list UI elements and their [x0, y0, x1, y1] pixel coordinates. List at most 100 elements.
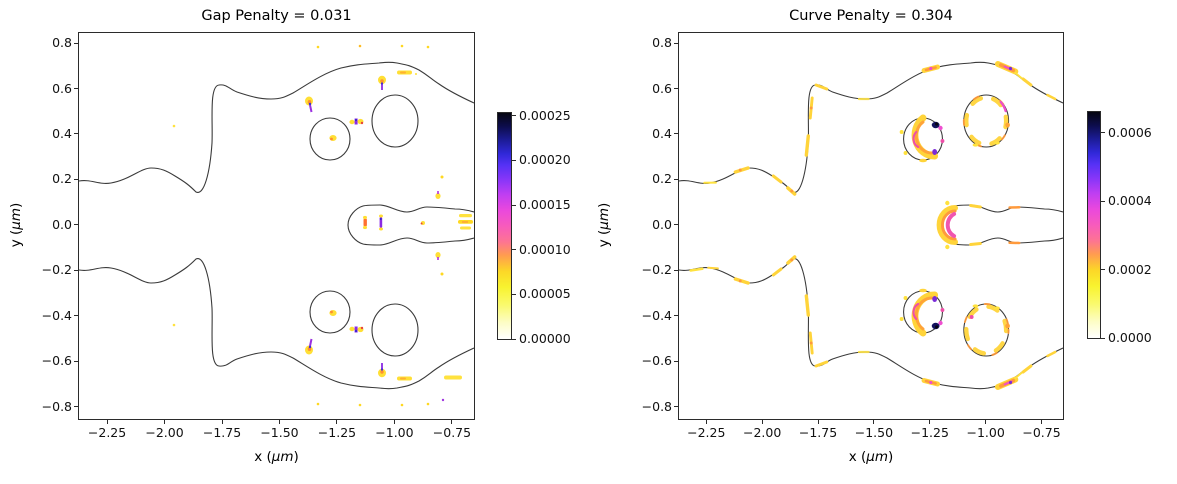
y-tick-label: −0.2: [641, 262, 672, 278]
colorbar-tick-label: 0.00025: [519, 107, 571, 123]
colorbar-tick-label: 0.00010: [519, 241, 571, 257]
y-tick-mark: [674, 269, 678, 271]
x-tick-mark: [929, 420, 931, 424]
y-tick-label: 0.6: [652, 80, 672, 96]
y-tick-label: 0.0: [652, 216, 672, 232]
curve-penalty-hotspot-marks: [689, 61, 1057, 390]
y-axis-unit: μm: [596, 207, 612, 230]
x-tick-mark: [106, 420, 108, 424]
x-tick-mark: [221, 420, 223, 424]
y-tick-mark: [74, 224, 78, 226]
y-tick-mark: [74, 360, 78, 362]
colorbar-curve-penalty: [1087, 111, 1101, 339]
colorbar-tick-mark: [1101, 132, 1105, 134]
colorbar-gap-penalty: [497, 112, 512, 340]
colorbar-tick-mark: [512, 115, 516, 117]
x-axis-label: x (μm): [848, 449, 894, 465]
axes-curve-penalty: [678, 32, 1064, 420]
x-tick-mark: [336, 420, 338, 424]
colorbar-tick-mark: [512, 159, 516, 161]
y-tick-mark: [74, 42, 78, 44]
x-tick-label: −1.75: [202, 425, 242, 440]
x-tick-mark: [1041, 420, 1043, 424]
colorbar-tick-mark: [512, 204, 516, 206]
y-tick-label: −0.4: [41, 307, 72, 323]
y-tick-mark: [674, 178, 678, 180]
y-tick-label: 0.2: [652, 171, 672, 187]
colorbar-tick-mark: [1101, 269, 1105, 271]
colorbar-tick-label: 0.00020: [519, 152, 571, 168]
colorbar-tick-mark: [512, 293, 516, 295]
y-tick-mark: [74, 178, 78, 180]
x-tick-mark: [985, 420, 987, 424]
x-tick-label: −1.75: [798, 425, 838, 440]
curve-penalty-plot: [679, 61, 1063, 390]
y-tick-label: 0.8: [652, 35, 672, 50]
y-tick-label: 0.0: [52, 216, 72, 232]
y-tick-label: 0.8: [52, 35, 72, 50]
gap-penalty-plot: [79, 44, 474, 407]
x-axis-unit: μm: [866, 449, 889, 465]
colorbar-tick-label: 0.00000: [519, 331, 571, 346]
y-tick-mark: [74, 88, 78, 89]
colorbar-tick-mark: [1101, 337, 1105, 339]
plot-title: Gap Penalty = 0.031: [201, 8, 352, 24]
y-axis-label: y (μm): [596, 202, 612, 248]
x-tick-mark: [817, 420, 819, 424]
colorbar-tick-label: 0.00015: [519, 197, 571, 212]
y-tick-mark: [74, 406, 78, 408]
y-tick-label: 0.4: [52, 125, 72, 141]
y-tick-mark: [674, 406, 678, 408]
x-tick-mark: [164, 420, 166, 424]
colorbar-tick-label: 0.0002: [1108, 261, 1152, 277]
x-tick-mark: [278, 420, 280, 424]
y-tick-label: −0.6: [41, 353, 72, 369]
colorbar-tick-mark: [1101, 200, 1105, 202]
colorbar-tick-label: 0.0000: [1108, 330, 1152, 345]
x-tick-label: −2.00: [742, 425, 782, 440]
axes-gap-penalty: [78, 32, 475, 420]
y-tick-mark: [74, 269, 78, 271]
x-tick-label: −2.00: [145, 425, 184, 440]
x-tick-label: −1.50: [854, 425, 894, 440]
y-tick-mark: [674, 88, 678, 89]
x-tick-label: −2.25: [687, 425, 726, 440]
plot-title: Curve Penalty = 0.304: [789, 8, 953, 24]
x-tick-mark: [873, 420, 875, 424]
y-tick-label: 0.4: [652, 125, 672, 141]
y-tick-mark: [674, 133, 678, 135]
x-tick-mark: [451, 420, 453, 424]
y-tick-label: −0.8: [41, 398, 72, 414]
colorbar-tick-label: 0.0004: [1108, 193, 1152, 209]
colorbar-tick-mark: [512, 249, 516, 251]
x-tick-label: −1.00: [375, 425, 414, 440]
x-tick-label: −1.25: [317, 425, 357, 440]
gap-penalty-hotspot-marks: [172, 44, 473, 407]
colorbar-tick-mark: [512, 338, 516, 340]
x-axis-label: x (μm): [254, 449, 299, 465]
x-tick-label: −2.25: [87, 425, 127, 440]
y-tick-label: −0.2: [41, 262, 72, 278]
y-tick-label: −0.8: [641, 398, 672, 414]
y-tick-label: −0.4: [641, 307, 672, 323]
y-tick-mark: [74, 133, 78, 135]
colorbar-tick-label: 0.00005: [519, 286, 571, 302]
y-tick-label: 0.2: [52, 171, 72, 187]
x-tick-mark: [761, 420, 763, 424]
x-tick-label: −1.00: [966, 425, 1005, 440]
x-tick-label: −1.50: [260, 425, 299, 440]
y-tick-label: 0.6: [52, 80, 72, 96]
y-tick-mark: [674, 42, 678, 44]
colorbar-tick-label: 0.0006: [1108, 124, 1152, 140]
x-tick-mark: [705, 420, 707, 424]
x-axis-unit: μm: [271, 449, 294, 465]
y-tick-mark: [674, 224, 678, 226]
y-tick-label: −0.6: [641, 353, 672, 369]
x-tick-label: −1.25: [910, 425, 949, 440]
y-tick-mark: [674, 360, 678, 362]
x-tick-label: −0.75: [432, 425, 472, 440]
x-tick-label: −0.75: [1022, 425, 1061, 440]
x-tick-mark: [393, 420, 395, 424]
y-tick-mark: [674, 315, 678, 317]
